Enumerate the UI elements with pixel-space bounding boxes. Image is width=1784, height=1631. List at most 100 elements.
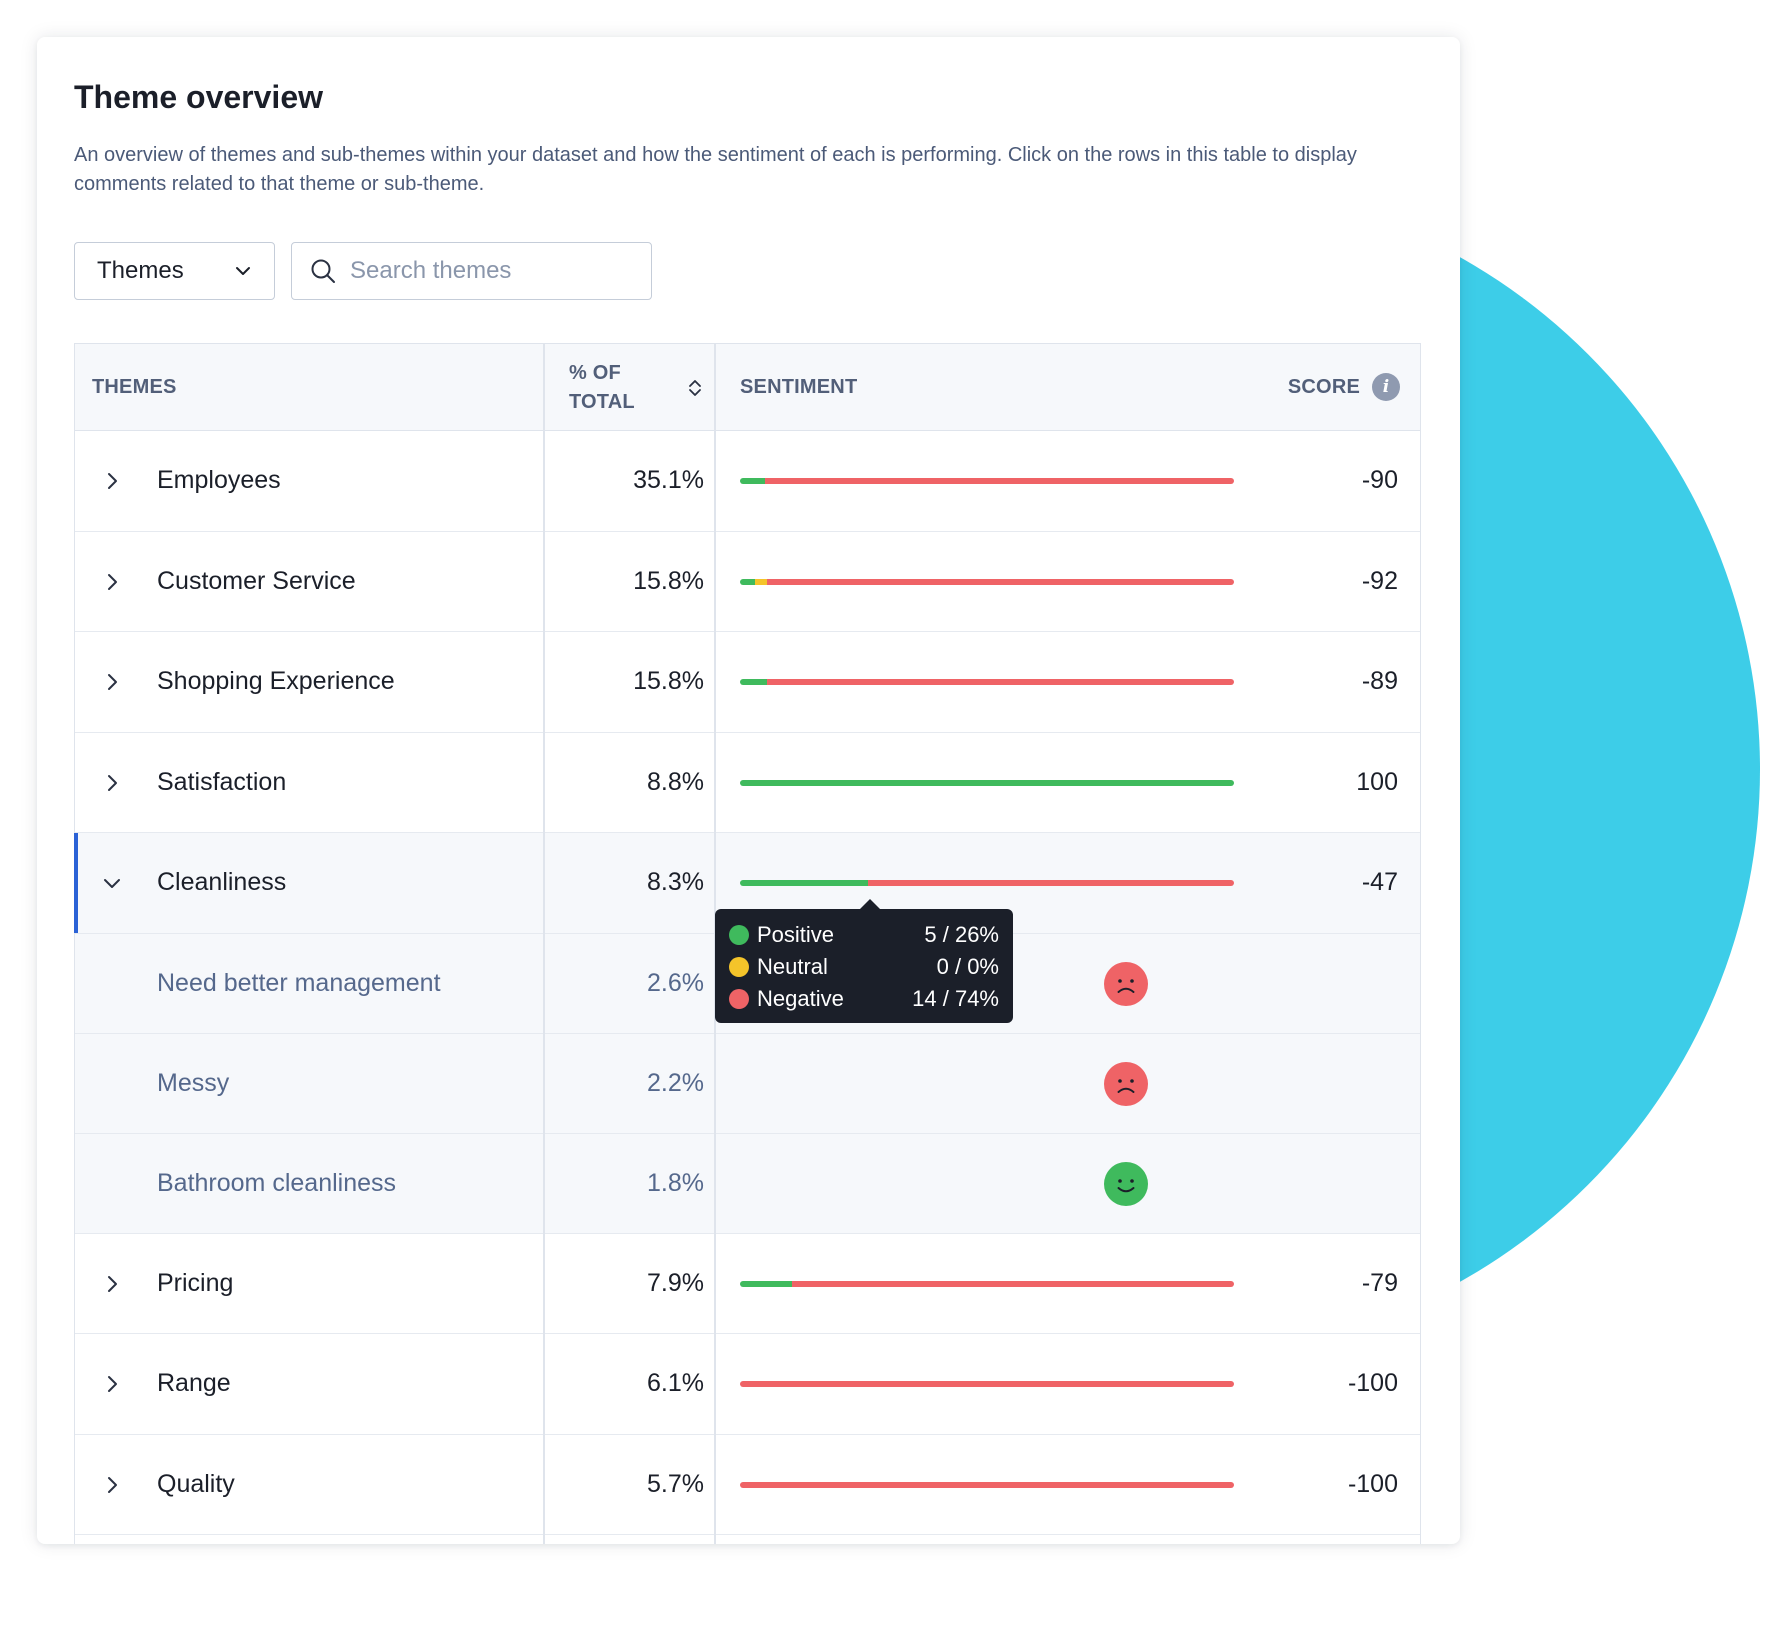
table-subrow[interactable]: Bathroom cleanliness 1.8% — [75, 1133, 1420, 1234]
table-row[interactable]: Pricing 7.9% -79 — [75, 1233, 1420, 1334]
tooltip-positive-label: Positive — [757, 922, 835, 947]
sentiment-bar[interactable] — [740, 679, 1234, 686]
info-icon[interactable]: i — [1372, 373, 1400, 401]
table-row[interactable]: Employees 35.1% -90 — [75, 431, 1420, 532]
sentiment-bar[interactable] — [740, 880, 1234, 887]
table-row[interactable]: Shopping Experience 15.8% -89 — [75, 632, 1420, 733]
header-score: SCORE — [1287, 376, 1360, 398]
table-row[interactable]: Satisfaction 8.8% 100 — [75, 732, 1420, 833]
row-theme-name: Shopping Experience — [157, 667, 395, 696]
row-score: -92 — [1361, 566, 1398, 595]
row-pct-of-total: 5.7% — [647, 1469, 704, 1498]
subrow-pct-of-total: 1.8% — [647, 1168, 704, 1197]
sentiment-bar[interactable] — [740, 1280, 1234, 1287]
sort-icon[interactable] — [685, 378, 705, 398]
panel-description: An overview of themes and sub-themes wit… — [74, 144, 1357, 195]
sentiment-bar-negative — [767, 679, 1234, 686]
happy-face-icon — [1104, 1161, 1148, 1206]
header-pct-of-total[interactable]: % OF TOTAL — [569, 359, 635, 417]
sentiment-bar[interactable] — [740, 1381, 1234, 1388]
row-score: 100 — [1356, 767, 1398, 796]
row-theme-name: Employees — [157, 466, 281, 495]
sentiment-bar-positive — [740, 779, 1234, 786]
subrow-theme-name: Messy — [157, 1068, 230, 1097]
view-select-value: Themes — [97, 257, 184, 284]
row-theme-name: Customer Service — [157, 566, 356, 595]
chevron-right-icon[interactable] — [101, 470, 123, 492]
table-row[interactable]: Customer Service 15.8% -92 — [75, 531, 1420, 632]
sad-face-icon — [1104, 961, 1148, 1006]
sentiment-bar[interactable] — [740, 779, 1234, 786]
chevron-right-icon[interactable] — [101, 1273, 123, 1295]
sentiment-tooltip: Positive 5 / 26% Neutral 0 / 0% Negative… — [715, 899, 1013, 1023]
tooltip-neutral-value: 0 / 0% — [936, 954, 999, 979]
table-row[interactable]: Range 6.1% -100 — [75, 1334, 1420, 1435]
chevron-right-icon[interactable] — [101, 772, 123, 794]
subrow-theme-name: Bathroom cleanliness — [157, 1168, 397, 1197]
row-theme-name: Range — [157, 1369, 231, 1398]
row-pct-of-total: 8.3% — [647, 868, 704, 897]
positive-dot-icon — [729, 925, 749, 945]
row-pct-of-total: 35.1% — [633, 466, 704, 495]
header-themes: THEMES — [92, 376, 177, 398]
sentiment-bar-negative — [767, 578, 1234, 585]
row-pct-of-total: 15.8% — [633, 667, 704, 696]
search-box[interactable] — [291, 242, 652, 300]
sentiment-bar-positive — [740, 478, 765, 485]
header-sentiment: SENTIMENT — [740, 376, 858, 398]
chevron-right-icon[interactable] — [101, 1373, 123, 1395]
subrow-pct-of-total: 2.2% — [647, 1068, 704, 1097]
tooltip-row-positive: Positive 5 / 26% — [729, 919, 999, 951]
row-pct-of-total: 8.8% — [647, 767, 704, 796]
row-theme-name: Pricing — [157, 1268, 234, 1297]
negative-dot-icon — [729, 989, 749, 1009]
tooltip-row-neutral: Neutral 0 / 0% — [729, 951, 999, 983]
column-divider — [714, 344, 716, 1544]
sentiment-bar-negative — [791, 1280, 1234, 1287]
chevron-right-icon[interactable] — [101, 671, 123, 693]
sentiment-bar-positive — [740, 880, 869, 887]
sentiment-bar[interactable] — [740, 578, 1234, 585]
row-score: -47 — [1361, 868, 1398, 897]
sentiment-bar[interactable] — [740, 1481, 1234, 1488]
row-theme-name: Satisfaction — [157, 767, 287, 796]
chevron-right-icon[interactable] — [101, 1474, 123, 1496]
row-score: -90 — [1361, 466, 1398, 495]
row-score: -79 — [1361, 1268, 1398, 1297]
row-pct-of-total: 6.1% — [647, 1369, 704, 1398]
column-divider — [543, 344, 545, 1544]
row-score: -89 — [1361, 667, 1398, 696]
search-icon — [311, 259, 335, 283]
chevron-down-icon — [236, 267, 250, 275]
sentiment-bar-negative — [740, 1481, 1234, 1488]
subrow-theme-name: Need better management — [157, 968, 441, 997]
row-theme-name: Quality — [157, 1469, 235, 1498]
header-pct-line1: % OF — [569, 362, 621, 384]
sentiment-bar-positive — [740, 679, 768, 686]
row-pct-of-total: 15.8% — [633, 566, 704, 595]
header-pct-line2: TOTAL — [569, 391, 635, 413]
sentiment-bar-negative — [868, 880, 1234, 887]
tooltip-negative-label: Negative — [757, 986, 844, 1011]
subrow-pct-of-total: 2.6% — [647, 968, 704, 997]
panel-title: Theme overview — [74, 79, 323, 115]
chevron-right-icon[interactable] — [101, 571, 123, 593]
sad-face-icon — [1104, 1061, 1148, 1106]
tooltip-neutral-label: Neutral — [757, 954, 828, 979]
row-pct-of-total: 7.9% — [647, 1268, 704, 1297]
sentiment-bar-negative — [740, 1381, 1234, 1388]
tooltip-row-negative: Negative 14 / 74% — [729, 983, 999, 1015]
table-row[interactable]: Quality 5.7% -100 — [75, 1434, 1420, 1535]
sentiment-bar-positive — [740, 1280, 792, 1287]
table-header: THEMES % OF TOTAL SENTIMENT SCORE i — [75, 344, 1420, 431]
chevron-down-icon[interactable] — [101, 872, 123, 894]
view-select-dropdown[interactable]: Themes — [74, 242, 275, 300]
table-subrow[interactable]: Messy 2.2% — [75, 1033, 1420, 1134]
theme-overview-panel: Theme overview An overview of themes and… — [37, 37, 1460, 1544]
sentiment-bar-neutral — [754, 578, 768, 585]
sentiment-bar[interactable] — [740, 478, 1234, 485]
tooltip-negative-value: 14 / 74% — [912, 986, 999, 1011]
neutral-dot-icon — [729, 957, 749, 977]
sentiment-bar-negative — [764, 478, 1234, 485]
search-input[interactable] — [350, 257, 633, 285]
